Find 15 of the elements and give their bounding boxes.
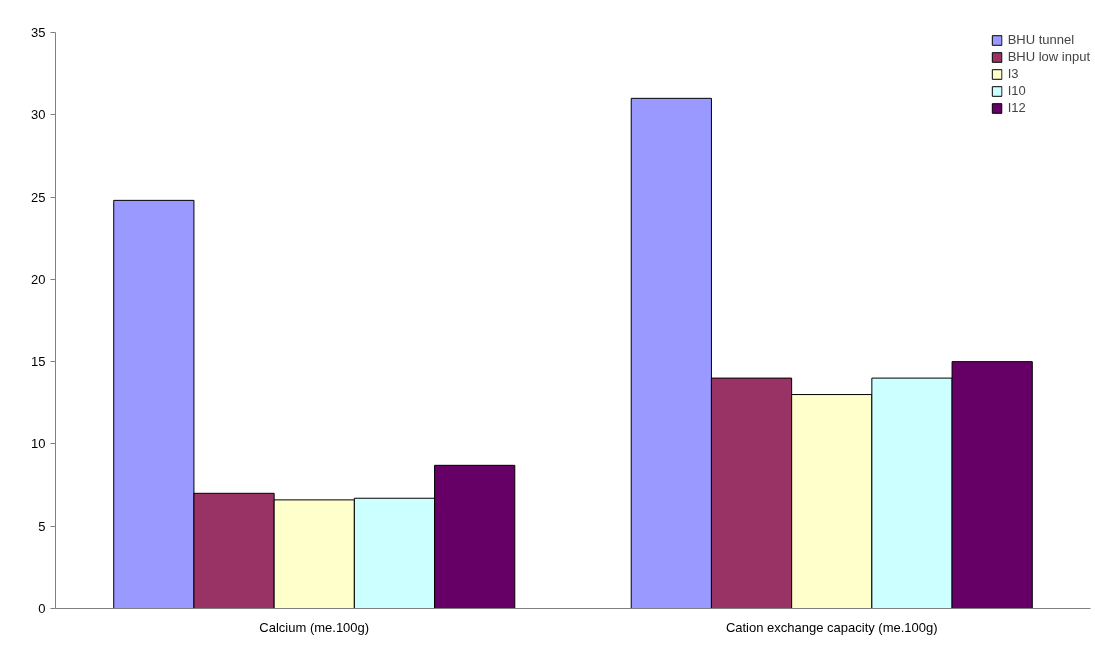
- y-tick-label: 0: [38, 601, 46, 616]
- y-tick-label: 15: [31, 354, 46, 370]
- x-tick-label: Calcium (me.100g): [259, 619, 370, 635]
- legend-label: I10: [1007, 83, 1027, 98]
- y-tick-label: 5: [38, 518, 46, 534]
- y-tick-label: 30: [31, 107, 46, 123]
- legend-label: I12: [1007, 100, 1027, 115]
- y-tick-label: 10: [31, 436, 46, 452]
- y-tick-label: 20: [31, 271, 46, 287]
- legend-label: BHU low input: [1007, 49, 1090, 64]
- y-tick-label: 35: [31, 25, 46, 40]
- legend-label: I3: [1007, 66, 1020, 81]
- y-tick-label: 25: [31, 189, 46, 205]
- legend-label: BHU tunnel: [1007, 32, 1075, 47]
- x-tick-label: Cation exchange capacity (me.100g): [725, 619, 938, 635]
